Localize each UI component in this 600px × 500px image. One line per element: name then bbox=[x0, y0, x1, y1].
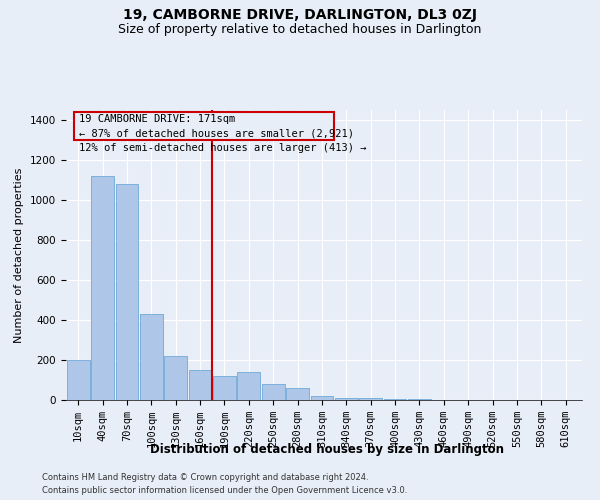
Bar bbox=[311, 396, 334, 400]
Text: 19, CAMBORNE DRIVE, DARLINGTON, DL3 0ZJ: 19, CAMBORNE DRIVE, DARLINGTON, DL3 0ZJ bbox=[123, 8, 477, 22]
Text: Distribution of detached houses by size in Darlington: Distribution of detached houses by size … bbox=[150, 442, 504, 456]
Bar bbox=[116, 184, 139, 400]
Bar bbox=[213, 376, 236, 400]
Bar bbox=[91, 176, 114, 400]
Bar bbox=[286, 388, 309, 400]
Y-axis label: Number of detached properties: Number of detached properties bbox=[14, 168, 25, 342]
Bar bbox=[384, 399, 406, 400]
Text: 19 CAMBORNE DRIVE: 171sqm
← 87% of detached houses are smaller (2,921)
12% of se: 19 CAMBORNE DRIVE: 171sqm ← 87% of detac… bbox=[79, 114, 367, 153]
Bar bbox=[262, 384, 284, 400]
Bar bbox=[189, 370, 211, 400]
Text: Contains public sector information licensed under the Open Government Licence v3: Contains public sector information licen… bbox=[42, 486, 407, 495]
Text: Size of property relative to detached houses in Darlington: Size of property relative to detached ho… bbox=[118, 22, 482, 36]
Bar bbox=[238, 372, 260, 400]
FancyBboxPatch shape bbox=[74, 112, 334, 140]
Bar bbox=[164, 356, 187, 400]
Bar bbox=[335, 398, 358, 400]
Bar bbox=[140, 314, 163, 400]
Bar bbox=[67, 360, 89, 400]
Text: Contains HM Land Registry data © Crown copyright and database right 2024.: Contains HM Land Registry data © Crown c… bbox=[42, 472, 368, 482]
Bar bbox=[359, 398, 382, 400]
